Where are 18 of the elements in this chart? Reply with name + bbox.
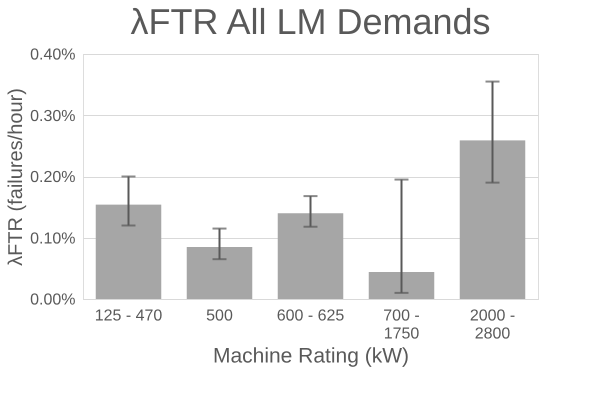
x-tick-label: 500 — [206, 308, 233, 324]
y-tick-label: 0.40% — [30, 46, 76, 64]
y-tick-label: 0.20% — [30, 169, 76, 186]
x-tick-label: 2000 - 2800 — [470, 308, 516, 342]
bar — [368, 272, 434, 299]
y-tick-label: 0.00% — [30, 292, 76, 308]
bar — [278, 213, 344, 299]
y-tick-label: 0.30% — [30, 108, 76, 125]
chart-title: λFTR All LM Demands — [130, 1, 491, 42]
x-tick-label: 700 - 1750 — [383, 308, 420, 342]
y-axis-title: λFTR (failures/hour) — [5, 88, 28, 266]
x-axis-title: Machine Rating (kW) — [212, 344, 410, 368]
x-tick-label: 600 - 625 — [276, 308, 344, 324]
bar — [96, 204, 162, 299]
x-tick-label: 125 - 470 — [94, 308, 162, 324]
bar — [460, 140, 526, 299]
bar — [186, 246, 252, 299]
y-tick-label: 0.10% — [30, 230, 76, 248]
